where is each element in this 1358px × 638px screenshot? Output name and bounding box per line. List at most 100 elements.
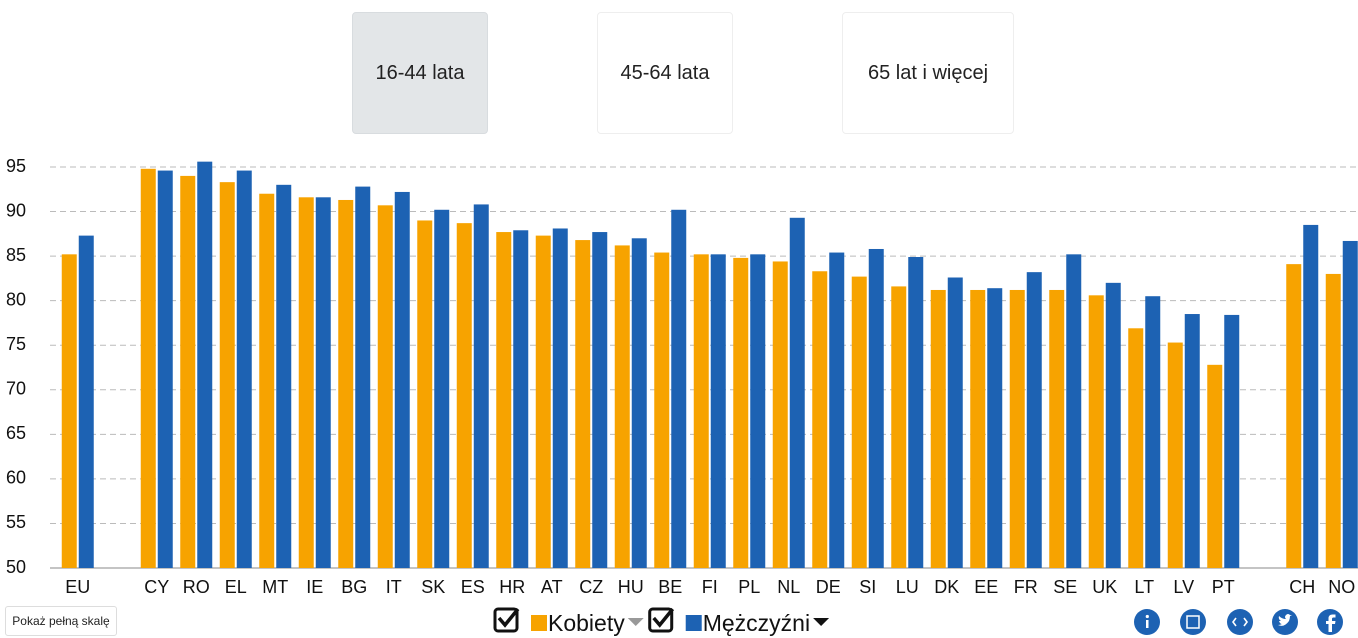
- bar: [1145, 296, 1161, 568]
- legend-check: [652, 607, 675, 628]
- bar: [1049, 289, 1065, 568]
- y-tick-label: 95: [6, 156, 26, 176]
- x-tick-label: CH: [1289, 577, 1315, 597]
- bar: [614, 245, 630, 568]
- bar: [829, 252, 845, 568]
- bar: [868, 248, 884, 568]
- x-tick-label: RO: [183, 577, 210, 597]
- bar: [513, 230, 529, 568]
- bar: [355, 186, 371, 569]
- bar: [219, 182, 235, 568]
- bar: [236, 170, 252, 568]
- x-tick-label: LV: [1173, 577, 1194, 597]
- legend-checkbox: [493, 607, 519, 633]
- x-tick-label: CZ: [579, 577, 603, 597]
- x-tick-label: PL: [738, 577, 760, 597]
- x-tick-label: SE: [1053, 577, 1077, 597]
- bar: [1286, 264, 1302, 568]
- scale-button[interactable]: Pokaż pełną skalę: [5, 606, 117, 636]
- x-tick-label: FR: [1014, 577, 1038, 597]
- x-tick-label: DK: [934, 577, 959, 597]
- bar: [1128, 328, 1144, 568]
- bar: [1026, 272, 1042, 568]
- bar: [970, 289, 986, 568]
- x-tick-label: SK: [421, 577, 445, 597]
- legend-swatch: [531, 615, 547, 631]
- y-tick-label: 80: [6, 289, 26, 309]
- x-tick-label: DE: [816, 577, 841, 597]
- bar: [434, 209, 450, 569]
- bar: [733, 257, 749, 568]
- tab[interactable]: 16-44 lata: [352, 12, 488, 134]
- bar: [1303, 224, 1319, 568]
- x-tick-label: NL: [777, 577, 800, 597]
- bar: [812, 271, 828, 568]
- bar: [473, 204, 489, 568]
- x-tick-label: PT: [1212, 577, 1235, 597]
- bar: [671, 209, 687, 569]
- x-tick-label: FI: [702, 577, 718, 597]
- bar: [575, 240, 591, 568]
- x-tick-label: LT: [1134, 577, 1154, 597]
- chart: 50 55 60 65 70 75 80 85 90 95 EU CY RO EL MT IE BG IT SK ES…: [6, 156, 1358, 597]
- bar: [1325, 273, 1341, 568]
- bar: [259, 193, 275, 568]
- bar: [157, 170, 173, 568]
- bar: [1224, 314, 1240, 568]
- embed-icon[interactable]: [1227, 609, 1253, 635]
- bar: [592, 232, 608, 568]
- bar: [1207, 364, 1223, 568]
- bar: [552, 228, 568, 568]
- y-tick-label: 70: [6, 379, 26, 399]
- bar: [1184, 314, 1200, 568]
- x-tick-label: LU: [896, 577, 919, 597]
- x-tick-label: EE: [974, 577, 998, 597]
- footer: Kobiety Mężczyźni: [493, 607, 1343, 636]
- bar: [394, 191, 410, 568]
- bar: [61, 254, 77, 568]
- bar: [1088, 295, 1104, 568]
- x-tick-label: IT: [386, 577, 402, 597]
- tab[interactable]: 65 lat i więcej: [842, 12, 1014, 134]
- y-tick-label: 65: [6, 423, 26, 443]
- x-tick-label: EL: [225, 577, 247, 597]
- bar: [1167, 342, 1183, 568]
- y-tick-label: 75: [6, 334, 26, 354]
- bar: [789, 217, 805, 568]
- legend-checkbox: [648, 607, 674, 633]
- bar: [1066, 254, 1082, 568]
- bar: [1342, 240, 1358, 568]
- bar: [930, 289, 946, 568]
- bar: [456, 223, 472, 568]
- y-tick-label: 90: [6, 200, 26, 220]
- x-tick-label: HU: [618, 577, 644, 597]
- share-icons: [1134, 609, 1343, 635]
- table-icon[interactable]: [1180, 609, 1206, 635]
- bar: [710, 254, 726, 568]
- bar: [987, 288, 1003, 568]
- bar: [180, 175, 196, 568]
- legend-swatch: [685, 615, 702, 631]
- bar: [851, 276, 867, 568]
- bar: [78, 235, 94, 569]
- x-tick-label: SI: [859, 577, 876, 597]
- legend-label: Mężczyźni: [703, 610, 810, 636]
- x-tick-label: CY: [144, 577, 169, 597]
- bar: [535, 235, 551, 569]
- bar: [631, 238, 647, 569]
- y-tick-label: 50: [6, 557, 26, 577]
- legend-dropdown: [627, 618, 644, 626]
- x-tick-label: BE: [658, 577, 682, 597]
- bar: [750, 254, 766, 568]
- bar: [891, 286, 907, 568]
- bar: [1009, 289, 1025, 568]
- bar: [496, 232, 512, 568]
- bar: [772, 261, 788, 568]
- x-tick-label: ES: [461, 577, 485, 597]
- legend-check: [497, 607, 520, 628]
- legend-label: Kobiety: [548, 610, 625, 636]
- x-tick-label: AT: [541, 577, 563, 597]
- x-tick-label: MT: [262, 577, 288, 597]
- tab[interactable]: 45-64 lata: [597, 12, 733, 134]
